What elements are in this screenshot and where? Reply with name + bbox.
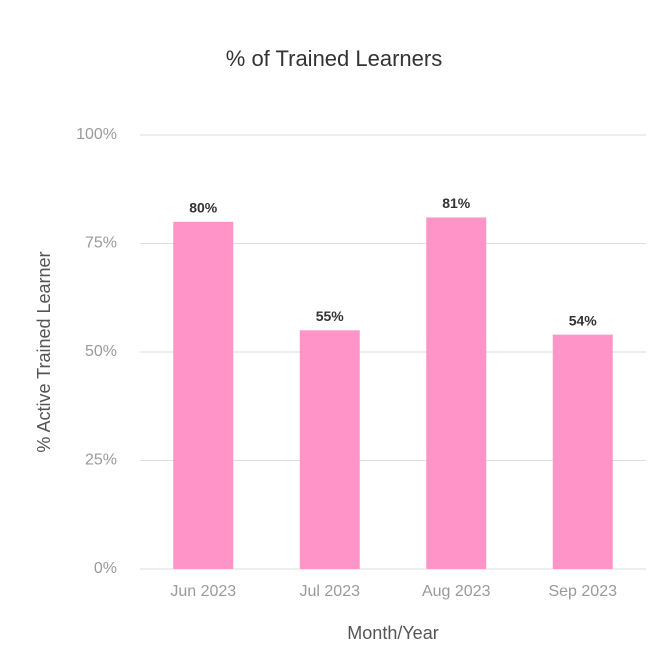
x-tick-label: Jun 2023 [170, 583, 236, 600]
bar [173, 221, 234, 570]
x-tick-label: Jul 2023 [300, 583, 361, 600]
bar [299, 330, 360, 569]
y-axis-title: % Active Trained Learner [34, 251, 54, 452]
chart-title: % of Trained Learners [226, 46, 442, 71]
y-tick-label: 25% [85, 452, 117, 469]
y-tick-label: 75% [85, 235, 117, 252]
bar [552, 334, 613, 569]
data-label: 80% [189, 200, 218, 216]
y-tick-label: 50% [85, 343, 117, 360]
x-axis-title: Month/Year [347, 623, 438, 643]
data-label: 81% [442, 195, 471, 211]
data-label: 55% [316, 308, 345, 324]
x-tick-label: Sep 2023 [548, 583, 617, 600]
bar [426, 217, 487, 569]
y-tick-label: 0% [94, 560, 117, 577]
data-label: 54% [569, 312, 598, 328]
y-tick-label: 100% [76, 126, 117, 143]
x-tick-label: Aug 2023 [422, 583, 491, 600]
